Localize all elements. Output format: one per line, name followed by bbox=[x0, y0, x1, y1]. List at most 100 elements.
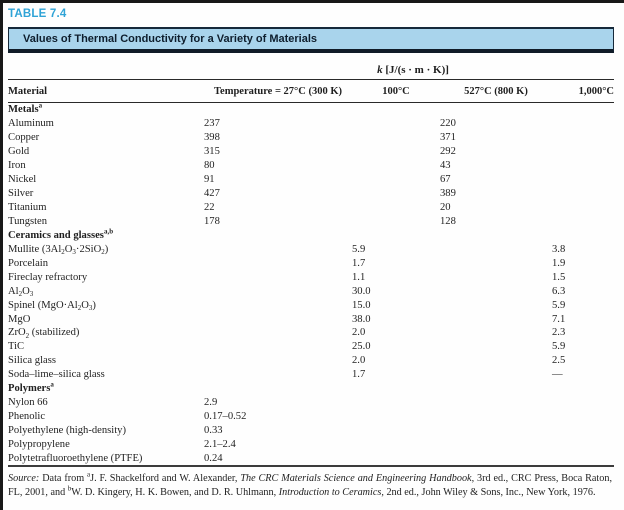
material-cell: Phenolic bbox=[8, 411, 46, 423]
empty-cell bbox=[440, 382, 552, 396]
value-cell-100c: 1.1 bbox=[352, 271, 366, 283]
value-cell-1000c bbox=[552, 173, 614, 187]
value-cell-100c bbox=[352, 159, 440, 173]
value-cell-527c bbox=[440, 424, 552, 438]
value-cell-527c bbox=[440, 451, 552, 466]
value-cell-527c bbox=[440, 298, 552, 312]
empty-cell bbox=[552, 228, 614, 242]
table-row: Polytetrafluoroethylene (PTFE) 0.24 bbox=[8, 451, 614, 466]
empty-cell bbox=[204, 103, 352, 117]
value-cell-27c bbox=[204, 354, 352, 368]
value-cell-27c bbox=[204, 298, 352, 312]
header-row: Material Temperature = 27°C (300 K) 100°… bbox=[8, 80, 614, 103]
value-cell-27c bbox=[204, 326, 352, 340]
column-header-100c: 100°C bbox=[352, 80, 440, 103]
value-cell-527c bbox=[440, 354, 552, 368]
value-cell-100c bbox=[352, 396, 440, 410]
value-cell-100c: 15.0 bbox=[352, 299, 371, 311]
value-cell-1000c: 1.9 bbox=[552, 257, 566, 269]
table-row: Silica glass 2.0 2.5 bbox=[8, 354, 614, 368]
table-row: Spinel (MgO·Al2O3) 15.0 5.9 bbox=[8, 298, 614, 312]
value-cell-527c: 220 bbox=[440, 118, 456, 130]
table-row: Titanium 22 20 bbox=[8, 201, 614, 215]
value-cell-1000c bbox=[552, 131, 614, 145]
value-cell-27c bbox=[204, 242, 352, 256]
value-cell-100c bbox=[352, 117, 440, 131]
column-header-temp-27c: Temperature = 27°C (300 K) bbox=[204, 80, 352, 103]
table-row: Al2O3 30.0 6.3 bbox=[8, 284, 614, 298]
empty-cell bbox=[352, 228, 440, 242]
table-row: Nylon 66 2.9 bbox=[8, 396, 614, 410]
value-cell-27c: 427 bbox=[204, 188, 220, 200]
value-cell-527c: 292 bbox=[440, 146, 456, 158]
value-cell-27c bbox=[204, 256, 352, 270]
value-cell-100c bbox=[352, 131, 440, 145]
material-cell: Silica glass bbox=[8, 355, 56, 367]
table-row: Copper 398 371 bbox=[8, 131, 614, 145]
value-cell-27c: 22 bbox=[204, 202, 215, 214]
value-cell-1000c bbox=[552, 201, 614, 215]
value-cell-1000c: 3.8 bbox=[552, 243, 566, 255]
value-cell-27c: 0.24 bbox=[204, 452, 223, 464]
material-cell: Al2O3 bbox=[8, 285, 34, 299]
value-cell-100c bbox=[352, 145, 440, 159]
value-cell-1000c bbox=[552, 215, 614, 229]
value-cell-527c bbox=[440, 368, 552, 382]
material-cell: Mullite (3Al2O3·2SiO2) bbox=[8, 243, 109, 257]
value-cell-1000c: 5.9 bbox=[552, 341, 566, 353]
value-cell-100c: 38.0 bbox=[352, 313, 371, 325]
value-cell-1000c: 6.3 bbox=[552, 285, 566, 297]
value-cell-527c: 67 bbox=[440, 174, 451, 186]
value-cell-100c bbox=[352, 438, 440, 452]
value-cell-527c: 43 bbox=[440, 160, 451, 172]
value-cell-527c bbox=[440, 438, 552, 452]
value-cell-1000c bbox=[552, 145, 614, 159]
value-cell-27c: 2.1–2.4 bbox=[204, 438, 236, 450]
table-row: ZrO2 (stabilized) 2.0 2.3 bbox=[8, 326, 614, 340]
table-row: Polypropylene 2.1–2.4 bbox=[8, 438, 614, 452]
value-cell-100c: 5.9 bbox=[352, 243, 366, 255]
material-cell: ZrO2 (stabilized) bbox=[8, 327, 80, 340]
material-cell: Soda–lime–silica glass bbox=[8, 369, 105, 381]
material-cell: Nylon 66 bbox=[8, 397, 48, 409]
value-cell-527c bbox=[440, 326, 552, 340]
section-label: Ceramics and glassesa,b bbox=[8, 227, 114, 241]
value-cell-100c bbox=[352, 201, 440, 215]
value-cell-100c: 25.0 bbox=[352, 341, 371, 353]
empty-cell bbox=[440, 103, 552, 117]
value-cell-100c bbox=[352, 451, 440, 466]
value-cell-527c bbox=[440, 410, 552, 424]
table-row: Porcelain 1.7 1.9 bbox=[8, 256, 614, 270]
table-row: Iron 80 43 bbox=[8, 159, 614, 173]
section-row: Polymersa bbox=[8, 381, 614, 396]
value-cell-27c bbox=[204, 340, 352, 354]
value-cell-527c bbox=[440, 340, 552, 354]
value-cell-527c: 20 bbox=[440, 202, 451, 214]
material-cell: Copper bbox=[8, 132, 40, 144]
value-cell-27c bbox=[204, 270, 352, 284]
value-cell-1000c: 7.1 bbox=[552, 313, 566, 325]
table-row: MgO 38.0 7.1 bbox=[8, 312, 614, 326]
value-cell-100c bbox=[352, 424, 440, 438]
value-cell-100c bbox=[352, 187, 440, 201]
section-label: Metalsa bbox=[8, 101, 43, 116]
column-header-material: Material bbox=[8, 80, 204, 103]
value-cell-100c bbox=[352, 410, 440, 424]
table-header: Material Temperature = 27°C (300 K) 100°… bbox=[8, 80, 614, 103]
table-title: Values of Thermal Conductivity for a Var… bbox=[23, 33, 318, 45]
material-cell: Porcelain bbox=[8, 257, 49, 269]
value-cell-100c: 1.7 bbox=[352, 257, 366, 269]
material-cell: Polytetrafluoroethylene (PTFE) bbox=[8, 452, 143, 464]
value-cell-1000c: 5.9 bbox=[552, 299, 566, 311]
value-cell-527c bbox=[440, 242, 552, 256]
value-cell-100c: 1.7 bbox=[352, 369, 366, 381]
value-cell-100c bbox=[352, 215, 440, 229]
value-cell-27c: 178 bbox=[204, 215, 220, 227]
material-cell: Silver bbox=[8, 188, 34, 200]
value-cell-1000c bbox=[552, 117, 614, 131]
table-row: Silver 427 389 bbox=[8, 187, 614, 201]
table-row: Aluminum 237 220 bbox=[8, 117, 614, 131]
material-cell: Nickel bbox=[8, 174, 37, 186]
value-cell-100c: 2.0 bbox=[352, 327, 366, 339]
